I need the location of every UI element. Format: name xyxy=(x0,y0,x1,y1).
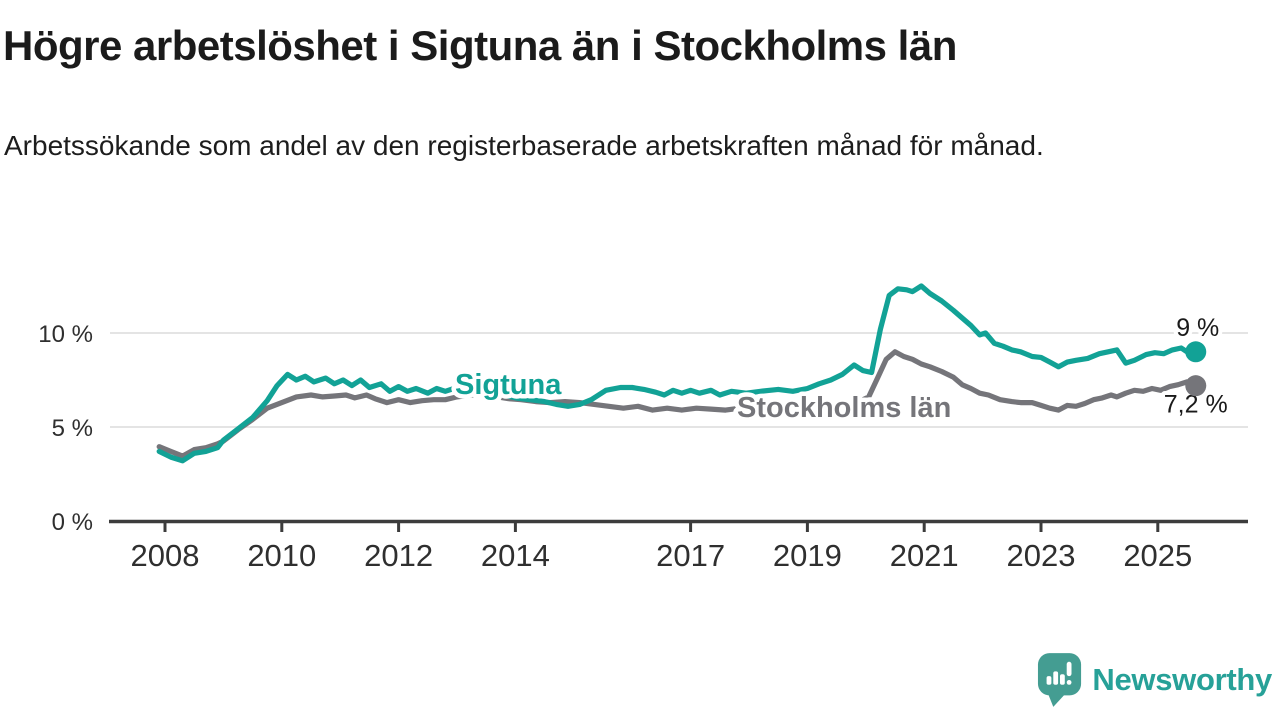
newsworthy-logo: Newsworthy xyxy=(1037,652,1272,708)
x-tick-label: 2010 xyxy=(247,538,316,573)
chart-subtitle: Arbetssökande som andel av den registerb… xyxy=(4,130,1044,161)
x-tick-label: 2017 xyxy=(656,538,725,573)
newsworthy-logo-icon xyxy=(1038,653,1082,707)
y-tick-label: 5 % xyxy=(52,415,93,442)
series-end-dot-stockholms-l-n xyxy=(1185,375,1207,397)
x-tick-label: 2019 xyxy=(773,538,842,573)
x-tick-label: 2012 xyxy=(364,538,433,573)
x-tick-label: 2025 xyxy=(1123,538,1192,573)
series-label-sigtuna: Sigtuna xyxy=(455,369,562,401)
y-tick-label: 0 % xyxy=(52,509,93,536)
series-end-dot-sigtuna xyxy=(1185,341,1207,363)
logo-bar-chart-glyph xyxy=(1046,661,1072,685)
series-line-stockholms-l-n xyxy=(156,349,1199,459)
series-layer xyxy=(156,283,1199,464)
series-line-sigtuna xyxy=(156,283,1199,464)
end-value-label-sigtuna: 9 % xyxy=(1176,314,1219,342)
x-tick-label: 2008 xyxy=(131,538,200,573)
y-tick-label: 10 % xyxy=(38,321,93,348)
x-tick-label: 2021 xyxy=(890,538,959,573)
series-label-stockholms-l-n: Stockholms län xyxy=(737,392,951,424)
x-tick-label: 2014 xyxy=(481,538,550,573)
grid-layer: 0 % 5 % 10 % xyxy=(38,321,1248,536)
axis-layer: 2008 2010 2012 2014 2017 2019 2021 2023 2025 xyxy=(109,519,1248,573)
newsworthy-logo-text: Newsworthy xyxy=(1092,662,1272,697)
x-tick-label: 2023 xyxy=(1007,538,1076,573)
chart-title: Högre arbetslöshet i Sigtuna än i Stockh… xyxy=(3,22,957,69)
